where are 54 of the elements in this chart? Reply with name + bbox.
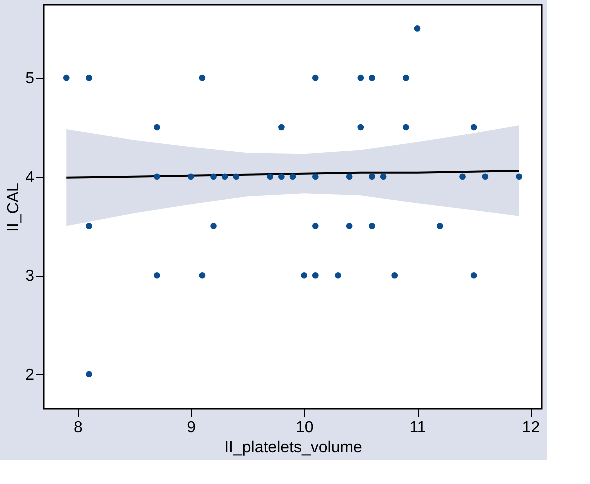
point [335,272,342,279]
point [369,223,376,230]
point [358,124,364,131]
point [199,74,206,82]
point [233,174,240,180]
point [86,371,92,378]
point [392,272,398,279]
point [290,174,296,180]
point [86,223,92,230]
point [154,272,160,279]
line-series [66,170,520,179]
point [403,74,410,82]
y-tick-label: 3 [26,268,35,286]
point [346,174,353,180]
point [267,174,274,180]
point [312,272,319,279]
point [278,174,285,180]
point [222,174,228,180]
point [516,174,523,180]
point [470,272,478,279]
point [154,124,160,131]
x-tick-label: 10 [296,420,314,436]
point [86,74,92,82]
point [210,223,217,230]
y-tick-label: 4 [26,169,35,186]
point [199,272,206,279]
x-tick-label: 11 [410,420,426,436]
y-axis-title: II_CAL [6,182,23,232]
x-tick-label: 8 [74,420,83,436]
point [470,124,478,131]
x-axis-title: II_platelets_volume [224,440,363,456]
point [380,174,387,180]
y-tick-label: 2 [26,366,35,384]
point [436,223,444,230]
point [278,124,285,131]
point [403,124,410,131]
x-tick-label: 12 [522,420,540,436]
point [312,74,319,82]
point [154,174,160,180]
point [460,174,466,180]
point [188,174,194,180]
point [312,174,319,180]
point [346,223,353,230]
x-tick-label: 9 [187,420,196,436]
point [369,74,376,82]
point [312,223,319,230]
point [210,174,217,180]
point [301,272,308,279]
point [414,26,421,32]
point [482,174,489,180]
y-tick-label: 5 [26,70,35,88]
point [358,74,364,82]
point [369,174,376,180]
point [63,74,70,82]
